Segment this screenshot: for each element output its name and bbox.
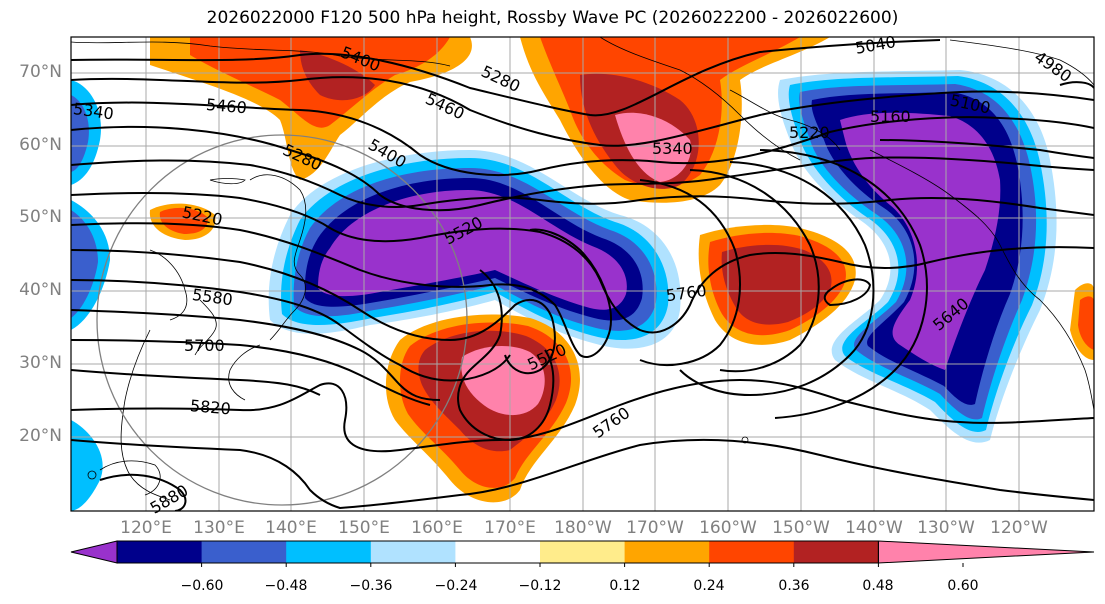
colorbar-segment	[370, 541, 456, 563]
colorbar-tick-label: −0.60	[180, 578, 224, 594]
lat-label: 30°N	[19, 353, 62, 373]
colorbar-outline	[116, 540, 879, 564]
colorbar-extend-high	[877, 540, 1095, 564]
colorbar-segment	[201, 541, 287, 563]
map-frame	[70, 36, 1095, 512]
colorbar-tick-label: −0.24	[434, 578, 478, 594]
colorbar-extend-low	[70, 540, 118, 564]
coastlines	[71, 37, 1094, 501]
lon-label: 150°E	[338, 518, 390, 538]
colorbar-tick-label: 0.12	[609, 578, 641, 594]
colorbar-tick-label: −0.36	[349, 578, 393, 594]
lon-label: 140°W	[845, 518, 903, 538]
contour-label: 5340	[652, 139, 693, 158]
contour-label: 5160	[870, 107, 911, 126]
lat-label: 50°N	[19, 207, 62, 227]
colorbar-tick-label: 0.60	[947, 578, 979, 594]
colorbar-segment	[709, 541, 795, 563]
great-circle-overlay	[96, 134, 468, 506]
colorbar-tick-label: 0.24	[693, 578, 725, 594]
colorbar	[70, 540, 1095, 567]
graticule	[71, 37, 1094, 511]
lon-label: 150°W	[772, 518, 830, 538]
colorbar-segment	[286, 541, 372, 563]
colorbar-segment	[540, 541, 626, 563]
lon-label: 120°E	[120, 518, 172, 538]
lon-label: 160°E	[411, 518, 463, 538]
lon-label: 170°W	[626, 518, 684, 538]
lat-label: 60°N	[19, 135, 62, 155]
lon-label: 140°E	[265, 518, 317, 538]
lon-label: 180°W	[554, 518, 612, 538]
lat-label: 20°N	[19, 426, 62, 446]
contour-label: 5220	[789, 123, 830, 142]
lon-label: 130°E	[193, 518, 245, 538]
lat-label: 70°N	[19, 62, 62, 82]
contour-label: 5460	[205, 95, 247, 117]
colorbar-tick-label: 0.36	[778, 578, 810, 594]
contour-label: 5820	[189, 396, 231, 418]
colorbar-tick-label: −0.48	[264, 578, 308, 594]
lat-label: 40°N	[19, 280, 62, 300]
colorbar-segment	[455, 541, 541, 563]
colorbar-segment	[117, 541, 203, 563]
lon-label: 160°W	[699, 518, 757, 538]
lon-label: 130°W	[917, 518, 975, 538]
lon-label: 170°E	[484, 518, 536, 538]
colorbar-tick-label: −0.12	[518, 578, 562, 594]
height-contours	[71, 39, 1094, 511]
map-title: 2026022000 F120 500 hPa height, Rossby W…	[206, 8, 899, 28]
colorbar-segment	[624, 541, 710, 563]
colorbar-tick-label: 0.48	[862, 578, 894, 594]
lon-label: 120°W	[990, 518, 1048, 538]
colorbar-segment	[793, 541, 879, 563]
contour-label: 5700	[184, 336, 225, 355]
